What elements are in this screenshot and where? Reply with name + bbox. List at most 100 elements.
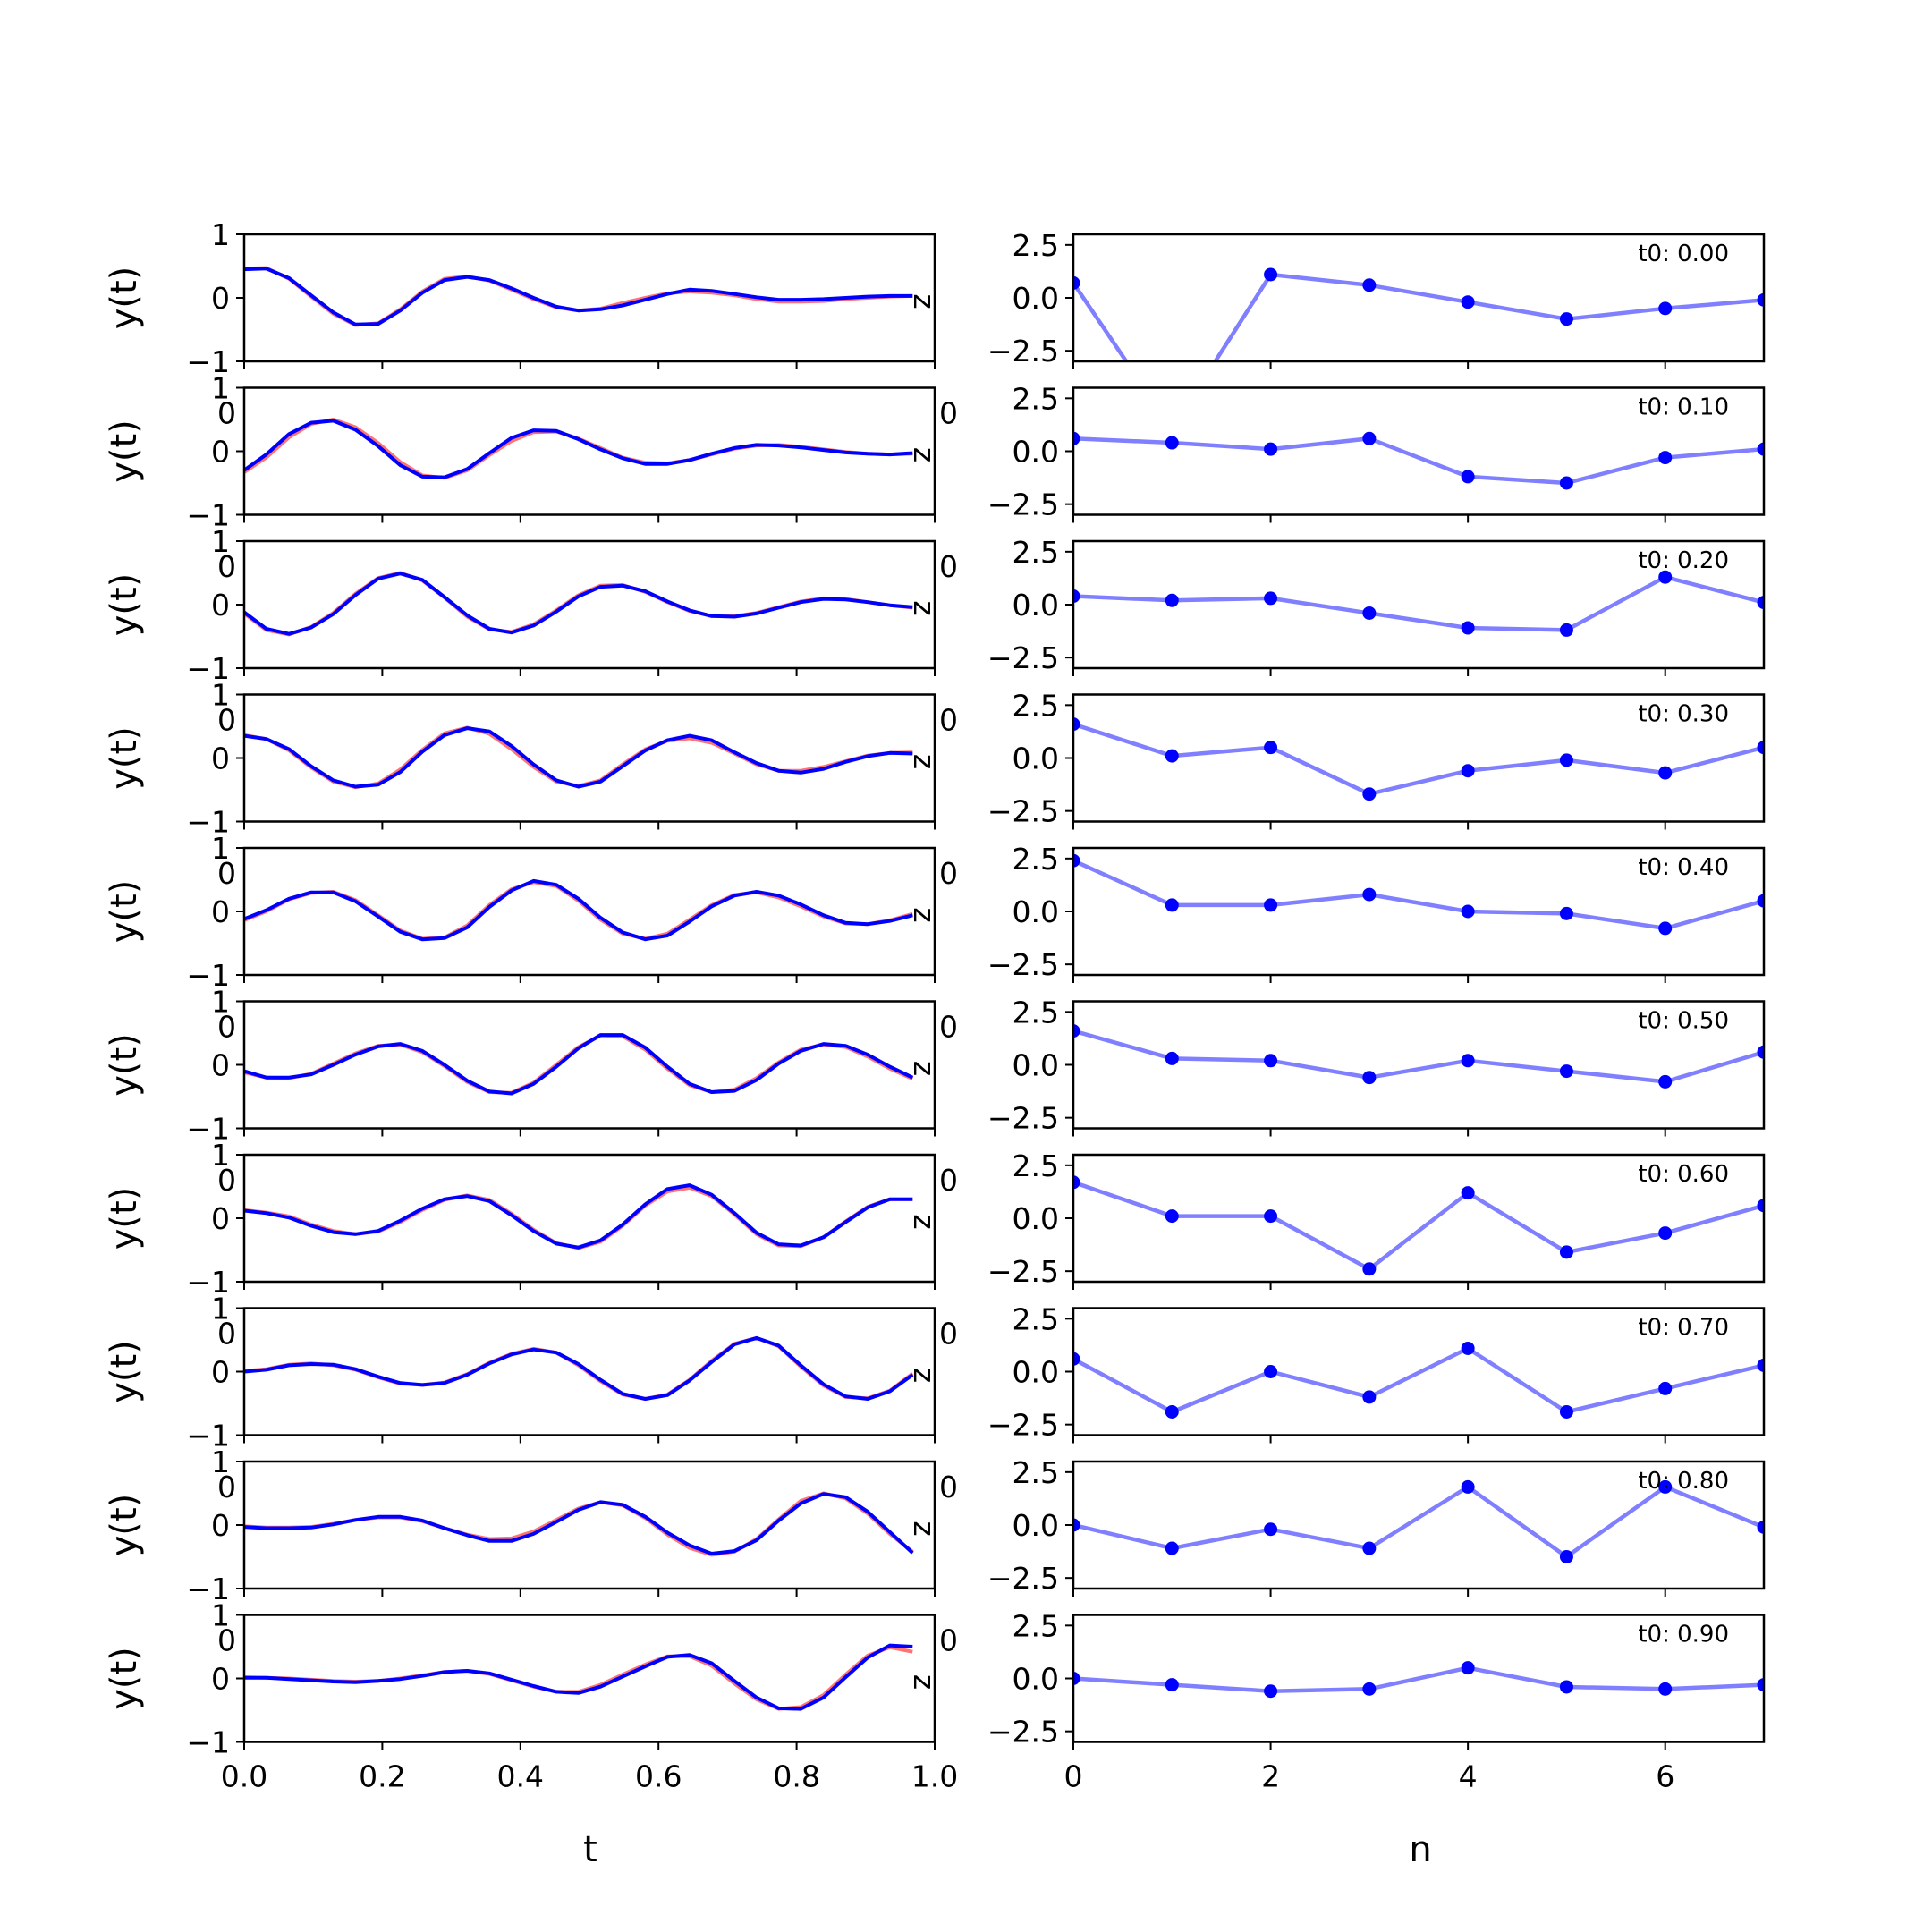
- left-y-tick-label: 1: [211, 1598, 230, 1633]
- left-y-axis-label: y(t): [104, 419, 145, 483]
- right-data-point: [1757, 1358, 1764, 1372]
- right-x-tick-label: 2: [1261, 1759, 1280, 1794]
- panel-annotation: t0: 0.20: [1638, 547, 1729, 574]
- right-data-point: [1264, 741, 1278, 755]
- left-y-tick-label: −1: [186, 1572, 230, 1606]
- left-y-tick-label: 0: [211, 1201, 230, 1236]
- z-side-label: z: [907, 907, 942, 922]
- right-y-tick-label: 0.0: [1013, 1662, 1059, 1697]
- right-data-point: [1264, 591, 1278, 606]
- left-y-tick-label: 1: [211, 524, 230, 559]
- stray-tick-label: 0: [939, 1470, 958, 1504]
- right-y-tick-label: 2.5: [1013, 842, 1059, 877]
- right-data-point: [1073, 853, 1080, 868]
- right-y-tick-label: 2.5: [1013, 995, 1059, 1030]
- right-data-point: [1461, 621, 1475, 635]
- right-y-tick-label: 0.0: [1013, 1355, 1059, 1390]
- panel-annotation: t0: 0.80: [1638, 1468, 1729, 1495]
- right-series-line: [1073, 574, 1764, 632]
- panel-annotation: t0: 0.60: [1638, 1161, 1729, 1188]
- left-y-axis-label: y(t): [104, 1647, 145, 1710]
- z-side-label: z: [907, 1061, 942, 1076]
- right-data-point: [1264, 442, 1278, 456]
- panel-annotation: t0: 0.30: [1638, 701, 1729, 728]
- left-panel-5: 10−1y(t) z0 0: [104, 985, 958, 1147]
- right-series-line: [1073, 1180, 1764, 1272]
- right-series-line: [1073, 1665, 1764, 1693]
- stray-tick-label: 0: [217, 1010, 236, 1045]
- left-series-line-0: [244, 1643, 913, 1711]
- right-data-point: [1073, 1672, 1080, 1685]
- left-y-tick-label: 1: [211, 1292, 230, 1326]
- left-y-tick-label: −1: [186, 498, 230, 533]
- stray-tick-label: 0: [217, 1317, 236, 1352]
- left-panel-4: 10−1y(t) z0 0: [104, 831, 958, 993]
- right-data-group: [1073, 717, 1764, 801]
- right-data-point: [1165, 749, 1179, 763]
- stray-tick-label: 0: [217, 1470, 236, 1504]
- right-y-tick-label: −2.5: [987, 1561, 1059, 1596]
- left-series-line-0: [243, 1183, 913, 1250]
- right-data-point: [1658, 1226, 1673, 1241]
- right-data-point: [1461, 295, 1475, 309]
- left-series-line-0: [243, 878, 913, 942]
- panel-annotation: t0: 0.50: [1638, 1008, 1729, 1035]
- right-data-point: [1658, 451, 1673, 465]
- right-series-line: [1073, 1029, 1764, 1084]
- left-y-tick-label: 0: [211, 894, 230, 929]
- right-panel-7: 2.5 0.0 −2.5 t0: 0.70: [987, 1301, 1766, 1444]
- right-data-point: [1757, 894, 1764, 908]
- right-data-point: [1362, 1262, 1377, 1276]
- right-data-point: [1559, 1550, 1573, 1563]
- z-side-label: z: [907, 447, 942, 462]
- right-data-point: [1559, 623, 1573, 637]
- left-y-tick-label: 1: [211, 1445, 230, 1479]
- right-data-point: [1461, 764, 1475, 778]
- stray-tick-label: 0: [939, 1163, 958, 1198]
- right-data-point: [1461, 1054, 1475, 1068]
- right-data-point: [1757, 1199, 1764, 1213]
- left-y-tick-label: 1: [211, 217, 230, 252]
- right-data-point: [1559, 312, 1573, 326]
- left-panel-9: 10−10.0 0.2 0.4 0.6 0.8 1.0y(t) z0 0: [104, 1598, 958, 1794]
- right-x-tick-label: 4: [1459, 1759, 1478, 1794]
- right-y-tick-label: −2.5: [987, 1408, 1059, 1443]
- right-data-point: [1264, 1054, 1278, 1068]
- left-x-tick-label: 0.2: [359, 1759, 405, 1794]
- right-data-point: [1461, 1186, 1475, 1200]
- right-data-point: [1461, 1341, 1475, 1355]
- right-data-point: [1559, 1245, 1573, 1259]
- left-y-tick-label: −1: [186, 651, 230, 686]
- right-data-point: [1461, 470, 1475, 484]
- left-y-axis-label: y(t): [104, 880, 145, 944]
- right-series-line: [1073, 859, 1764, 931]
- right-data-point: [1757, 292, 1764, 307]
- right-data-point: [1073, 431, 1080, 445]
- right-y-tick-label: 2.5: [1013, 1608, 1059, 1643]
- left-y-tick-label: 1: [211, 985, 230, 1020]
- panel-annotation: t0: 0.40: [1638, 854, 1729, 881]
- left-y-axis-label: y(t): [104, 1494, 145, 1557]
- left-series-line-0: [243, 1335, 914, 1401]
- left-x-tick-label: 0.8: [773, 1759, 819, 1794]
- right-y-tick-label: 0.0: [1013, 1201, 1059, 1236]
- right-y-tick-label: 2.5: [1013, 1148, 1059, 1183]
- right-data-point: [1165, 1541, 1179, 1555]
- left-y-tick-label: −1: [186, 1419, 230, 1453]
- right-data-point: [1264, 898, 1278, 912]
- stray-tick-label: 0: [217, 856, 236, 891]
- right-y-tick-label: 0.0: [1013, 1508, 1059, 1543]
- left-y-tick-label: 1: [211, 371, 230, 406]
- right-y-tick-label: 2.5: [1013, 228, 1059, 263]
- right-data-point: [1165, 593, 1179, 607]
- stray-tick-label: 0: [217, 703, 236, 738]
- stray-tick-label: 0: [217, 396, 236, 431]
- right-panel-2: 2.5 0.0 −2.5 t0: 0.20: [987, 535, 1766, 676]
- right-data-group: [1073, 267, 1764, 361]
- left-y-axis-label: y(t): [104, 267, 145, 330]
- panel-annotation: t0: 0.00: [1638, 241, 1729, 267]
- left-y-axis-label: y(t): [104, 1340, 145, 1403]
- right-x-tick-label: 0: [1064, 1759, 1083, 1794]
